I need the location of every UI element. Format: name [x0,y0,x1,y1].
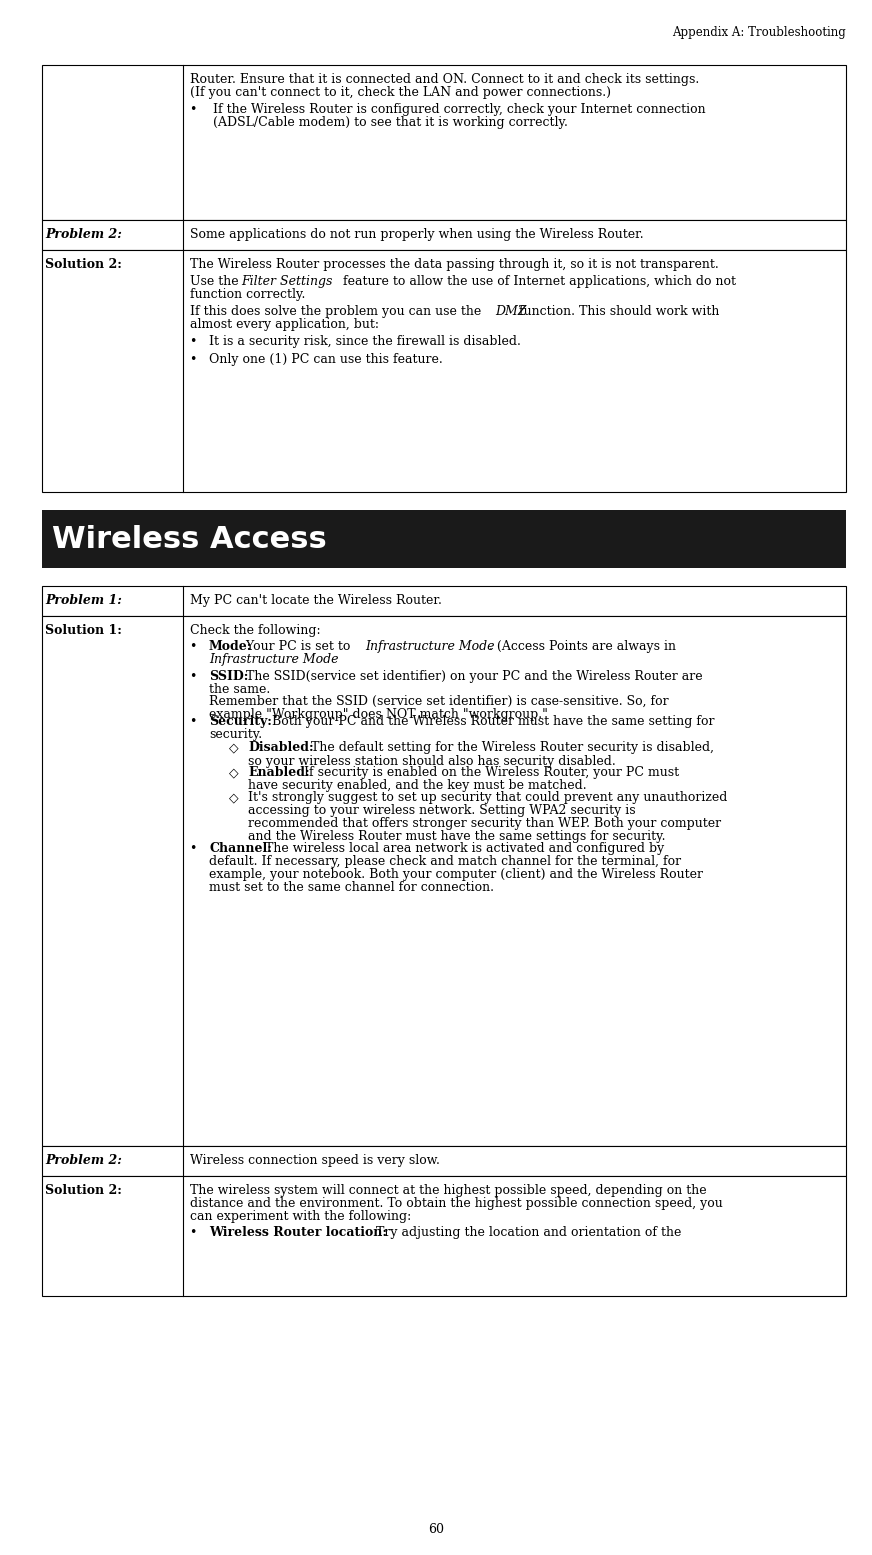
Text: (ADSL/Cable modem) to see that it is working correctly.: (ADSL/Cable modem) to see that it is wor… [214,117,569,129]
Text: ◇: ◇ [228,791,238,804]
Text: accessing to your wireless network. Setting WPA2 security is: accessing to your wireless network. Sett… [248,804,636,816]
Bar [42,1176,846,1295]
Text: Solution 1:: Solution 1: [45,624,122,638]
Text: The SSID(service set identifier) on your PC and the Wireless Router are: The SSID(service set identifier) on your… [242,670,702,683]
Text: Remember that the SSID (service set identifier) is case-sensitive. So, for: Remember that the SSID (service set iden… [209,695,669,708]
Text: the same.: the same. [209,683,270,695]
Text: Infrastructure Mode: Infrastructure Mode [365,639,494,653]
Text: default. If necessary, please check and match channel for the terminal, for: default. If necessary, please check and … [209,855,681,868]
Bar [42,616,846,1146]
Bar [42,1146,846,1176]
Text: Channel:: Channel: [209,841,272,855]
Text: Use the: Use the [189,275,242,288]
Text: •: • [189,353,197,367]
Text: The default setting for the Wireless Router security is disabled,: The default setting for the Wireless Rou… [307,742,713,754]
Text: Mode:: Mode: [209,639,252,653]
Text: can experiment with the following:: can experiment with the following: [189,1210,411,1224]
Text: It's strongly suggest to set up security that could prevent any unauthorized: It's strongly suggest to set up security… [248,791,727,804]
Text: distance and the environment. To obtain the highest possible connection speed, y: distance and the environment. To obtain … [189,1197,722,1210]
Text: 60: 60 [428,1524,444,1536]
Text: Filter Settings: Filter Settings [242,275,333,288]
Text: Security:: Security: [209,715,272,728]
Text: Try adjusting the location and orientation of the: Try adjusting the location and orientati… [371,1225,681,1239]
Text: . (Access Points are always in: . (Access Points are always in [488,639,676,653]
Text: •: • [189,715,197,728]
Bar [42,219,846,250]
Text: feature to allow the use of Internet applications, which do not: feature to allow the use of Internet app… [339,275,736,288]
Bar [42,250,846,491]
Text: Both your PC and the Wireless Router must have the same setting for: Both your PC and the Wireless Router mus… [268,715,714,728]
Text: Appendix A: Troubleshooting: Appendix A: Troubleshooting [672,26,846,39]
Text: •: • [189,103,197,117]
Text: Wireless Access: Wireless Access [52,524,327,554]
Text: Solution 2:: Solution 2: [45,258,122,271]
Bar [42,510,846,568]
Text: Wireless Router location:: Wireless Router location: [209,1225,387,1239]
Text: Problem 2:: Problem 2: [45,229,122,241]
Text: Problem 2:: Problem 2: [45,1154,122,1166]
Text: Wireless connection speed is very slow.: Wireless connection speed is very slow. [189,1154,439,1166]
Text: so your wireless station should also has security disabled.: so your wireless station should also has… [248,754,616,768]
Text: Your PC is set to: Your PC is set to [242,639,354,653]
Text: •: • [189,334,197,348]
Text: function correctly.: function correctly. [189,288,305,302]
Text: example "Workgroup" does NOT match "workgroup.": example "Workgroup" does NOT match "work… [209,708,548,720]
Text: It is a security risk, since the firewall is disabled.: It is a security risk, since the firewal… [209,334,521,348]
Text: ◇: ◇ [228,767,238,779]
Text: •: • [189,639,197,653]
Text: •: • [189,841,197,855]
Text: The wireless system will connect at the highest possible speed, depending on the: The wireless system will connect at the … [189,1183,706,1197]
Text: •: • [189,670,197,683]
Text: Solution 2:: Solution 2: [45,1183,122,1197]
Text: The Wireless Router processes the data passing through it, so it is not transpar: The Wireless Router processes the data p… [189,258,719,271]
Text: must set to the same channel for connection.: must set to the same channel for connect… [209,882,494,894]
Text: Some applications do not run properly when using the Wireless Router.: Some applications do not run properly wh… [189,229,644,241]
Text: almost every application, but:: almost every application, but: [189,319,378,331]
Text: The wireless local area network is activated and configured by: The wireless local area network is activ… [261,841,664,855]
Text: DMZ: DMZ [495,305,527,317]
Text: Enabled:: Enabled: [248,767,310,779]
Text: Check the following:: Check the following: [189,624,320,638]
Text: Only one (1) PC can use this feature.: Only one (1) PC can use this feature. [209,353,443,367]
Text: security.: security. [209,728,262,742]
Text: If security is enabled on the Wireless Router, your PC must: If security is enabled on the Wireless R… [300,767,679,779]
Text: have security enabled, and the key must be matched.: have security enabled, and the key must … [248,779,587,793]
Text: •: • [189,1225,197,1239]
Text: If this does solve the problem you can use the: If this does solve the problem you can u… [189,305,485,317]
Text: example, your notebook. Both your computer (client) and the Wireless Router: example, your notebook. Both your comput… [209,868,703,882]
Text: recommended that offers stronger security than WEP. Both your computer: recommended that offers stronger securit… [248,816,721,830]
Text: (If you can't connect to it, check the LAN and power connections.): (If you can't connect to it, check the L… [189,86,610,100]
Text: My PC can't locate the Wireless Router.: My PC can't locate the Wireless Router. [189,594,441,606]
Text: SSID:: SSID: [209,670,249,683]
Text: function. This should work with: function. This should work with [514,305,719,317]
Bar [42,65,846,219]
Text: Router. Ensure that it is connected and ON. Connect to it and check its settings: Router. Ensure that it is connected and … [189,73,698,86]
Text: Problem 1:: Problem 1: [45,594,122,606]
Text: Disabled:: Disabled: [248,742,314,754]
Text: If the Wireless Router is configured correctly, check your Internet connection: If the Wireless Router is configured cor… [214,103,706,117]
Text: Infrastructure Mode: Infrastructure Mode [209,653,338,666]
Text: ◇: ◇ [228,742,238,754]
Text: and the Wireless Router must have the same settings for security.: and the Wireless Router must have the sa… [248,830,665,843]
Bar [42,586,846,616]
